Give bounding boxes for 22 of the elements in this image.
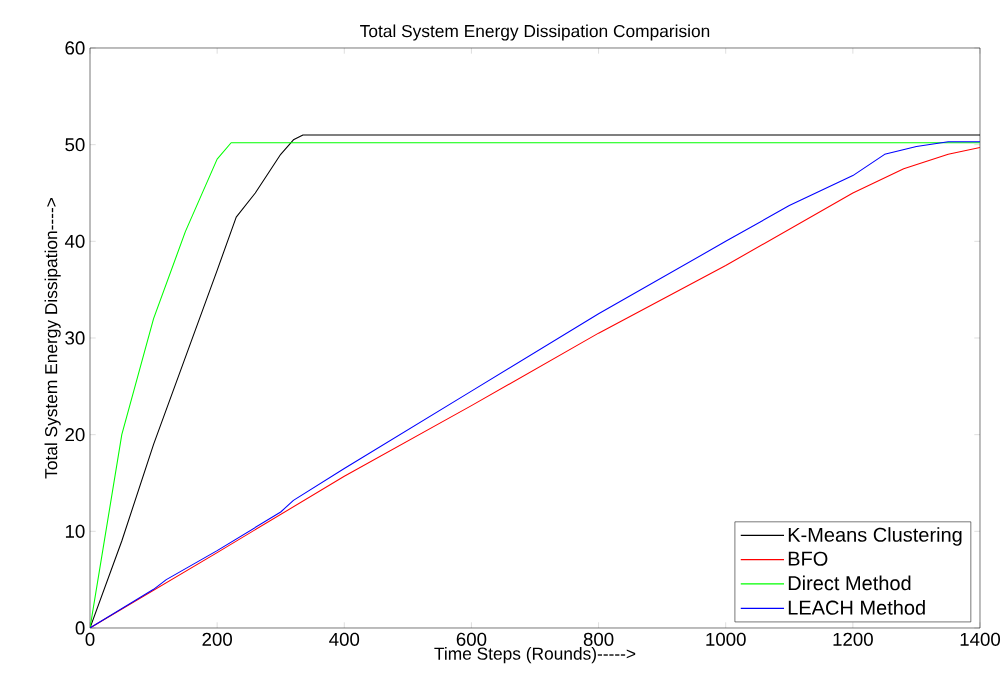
x-tick-label: 200: [202, 632, 232, 646]
x-tick-label: 1200: [833, 632, 873, 646]
x-tick-label: 600: [456, 632, 487, 646]
chart-title: Total System Energy Dissipation Comparision: [360, 24, 710, 41]
y-tick-label: 40: [64, 234, 85, 248]
x-tick-label: 800: [583, 632, 614, 646]
y-tick-label: 50: [65, 138, 85, 152]
y-tick-label: 60: [65, 41, 85, 55]
y-tick-label: 0: [75, 621, 85, 635]
x-axis-title: Time Steps (Rounds)----->: [434, 647, 636, 664]
y-axis-title: Total System Energy Dissipation---->: [44, 197, 61, 479]
x-tick-label: 1000: [706, 632, 746, 646]
x-tick-label: 0: [85, 632, 95, 646]
y-tick-label: 10: [65, 524, 85, 538]
y-tick-label: 20: [65, 428, 85, 442]
x-tick-label: 1400: [960, 632, 1001, 646]
legend-label: BFO: [788, 551, 828, 566]
y-tick-label: 30: [65, 331, 85, 345]
legend-label: K-Means Clustering: [788, 527, 962, 546]
legend-label: Direct Method: [788, 575, 911, 591]
legend-label: LEACH Method: [788, 600, 925, 615]
x-tick-label: 400: [329, 632, 360, 646]
